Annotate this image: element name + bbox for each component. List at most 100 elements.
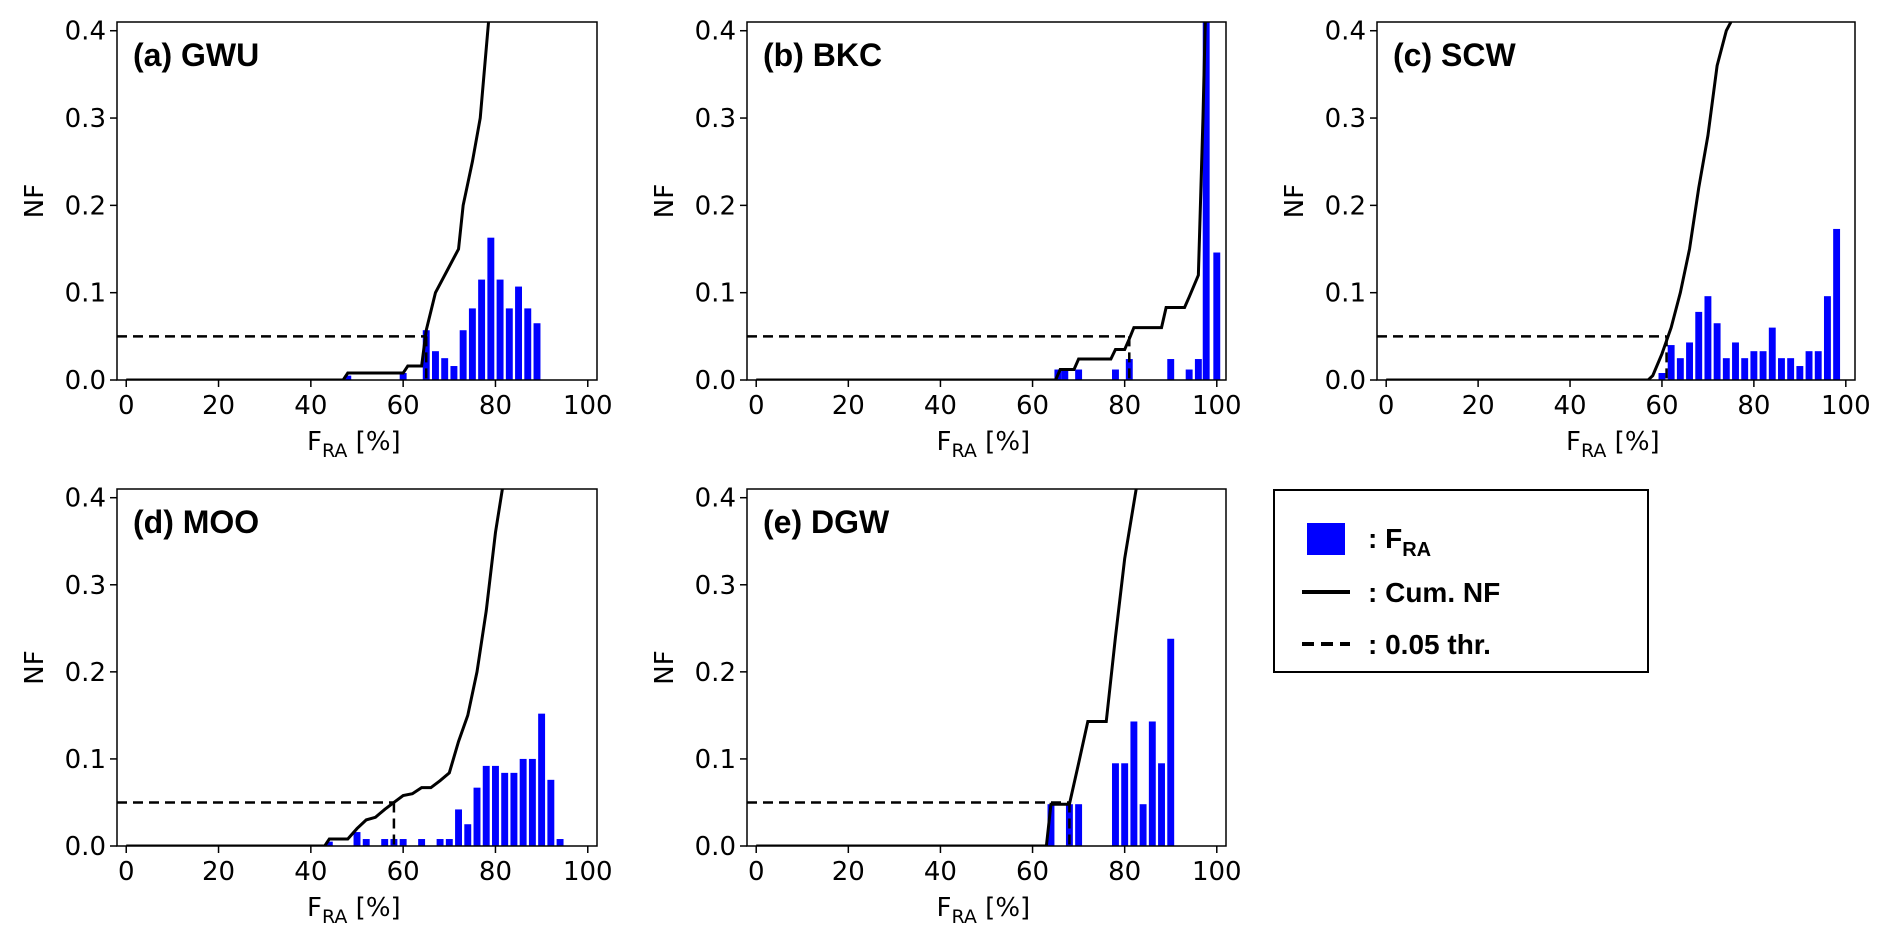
x-label-subscript: RA (322, 440, 347, 462)
x-axis-label: FRA [%] (937, 427, 1031, 462)
x-tick-label: 40 (924, 857, 957, 887)
y-tick-label: 0.1 (1325, 279, 1366, 309)
bar (1722, 358, 1730, 380)
x-label-text: F (1566, 427, 1581, 457)
bar (1833, 228, 1841, 380)
bar (418, 839, 426, 846)
x-label-subscript: RA (1581, 440, 1606, 462)
bar (1139, 804, 1147, 846)
y-tick-label: 0.3 (1325, 104, 1366, 134)
bar (1112, 369, 1119, 380)
y-tick-label: 0.1 (65, 279, 106, 309)
bar (1750, 351, 1758, 380)
y-axis-label: NF (20, 650, 50, 684)
legend: : FRA : Cum. NF : 0.05 thr. (1273, 489, 1649, 673)
x-label-text: F (937, 427, 952, 457)
cum-line (756, 489, 1138, 846)
subplot: 0 20 40 60 80 100 0.0 0.1 0.2 0.3 0.4 (e) DGW NF FRA … (650, 484, 1242, 928)
axes-frame (116, 21, 598, 381)
x-tick-label: 20 (202, 857, 235, 887)
bar (1213, 252, 1221, 380)
x-tick-label: 100 (563, 857, 613, 887)
cum-line (126, 22, 491, 380)
bar (528, 758, 536, 846)
x-tick-label: 20 (202, 391, 235, 421)
bar (1768, 327, 1776, 380)
bar (441, 358, 449, 380)
bar (1112, 763, 1119, 846)
x-tick-label: 40 (1553, 391, 1586, 421)
y-tick-label: 0.4 (695, 17, 736, 47)
y-tick-label: 0.4 (65, 484, 106, 514)
x-tick-label: 40 (294, 857, 327, 887)
bar (538, 713, 546, 846)
y-tick-label: 0.4 (65, 17, 106, 47)
plot-area (117, 22, 541, 380)
bar (1158, 763, 1165, 846)
bar (1759, 351, 1767, 380)
bar (464, 824, 472, 846)
x-label-subscript: RA (951, 440, 976, 462)
bar (519, 758, 527, 846)
y-tick-label: 0.1 (695, 279, 736, 309)
x-label-suffix: [%] (1606, 427, 1659, 457)
x-label-suffix: [%] (977, 427, 1030, 457)
bar (325, 841, 333, 846)
bar (353, 832, 361, 846)
x-tick-label: 0 (748, 857, 765, 887)
bar (1148, 721, 1156, 846)
bar (1823, 296, 1831, 380)
bar (496, 279, 504, 380)
cum-line (1386, 22, 1733, 380)
plot-area (1377, 22, 1841, 380)
bar (487, 237, 495, 380)
x-label-text: F (307, 427, 322, 457)
axes-frame (1376, 21, 1856, 381)
bar (1704, 296, 1712, 380)
bar (1167, 359, 1175, 380)
bar (473, 787, 481, 846)
x-tick-label: 20 (832, 857, 865, 887)
y-tick-label: 0.2 (695, 658, 736, 688)
bar (1796, 366, 1804, 380)
x-tick-label: 60 (387, 391, 420, 421)
y-tick-label: 0.2 (695, 191, 736, 221)
x-tick-label: 80 (1108, 857, 1141, 887)
x-tick-label: 40 (924, 391, 957, 421)
bar (1814, 351, 1822, 380)
x-tick-label: 100 (1192, 391, 1242, 421)
legend-label: : FRA (1368, 523, 1431, 561)
x-tick-label: 60 (1016, 857, 1049, 887)
legend-label: : Cum. NF (1368, 577, 1500, 608)
bar (459, 330, 467, 380)
bar (547, 779, 555, 846)
axes-frame (746, 21, 1227, 381)
x-tick-label: 80 (479, 857, 512, 887)
subplot-title: (d) MOO (133, 504, 259, 540)
subplot: 0 20 40 60 80 100 0.0 0.1 0.2 0.3 0.4 (d) MOO NF FRA … (20, 484, 613, 928)
bar (399, 373, 407, 380)
bar (1787, 358, 1795, 380)
y-tick-label: 0.2 (65, 658, 106, 688)
bar (510, 772, 518, 846)
y-tick-label: 0.0 (1325, 366, 1366, 396)
x-tick-label: 0 (118, 391, 135, 421)
x-tick-label: 0 (1378, 391, 1395, 421)
x-axis-label: FRA [%] (1566, 427, 1660, 462)
bar (482, 765, 490, 846)
bar (1686, 342, 1693, 380)
y-tick-label: 0.3 (65, 571, 106, 601)
bar (1121, 763, 1129, 846)
bar (445, 839, 453, 846)
subplot-title: (e) DGW (763, 504, 890, 540)
subplot-title: (c) SCW (1393, 37, 1516, 73)
bar (1695, 311, 1703, 380)
cum-line (126, 489, 504, 846)
bar (1805, 351, 1813, 380)
x-tick-label: 100 (563, 391, 613, 421)
y-tick-label: 0.0 (695, 366, 736, 396)
bar (556, 839, 564, 846)
x-tick-label: 100 (1192, 857, 1242, 887)
bar (381, 839, 389, 846)
